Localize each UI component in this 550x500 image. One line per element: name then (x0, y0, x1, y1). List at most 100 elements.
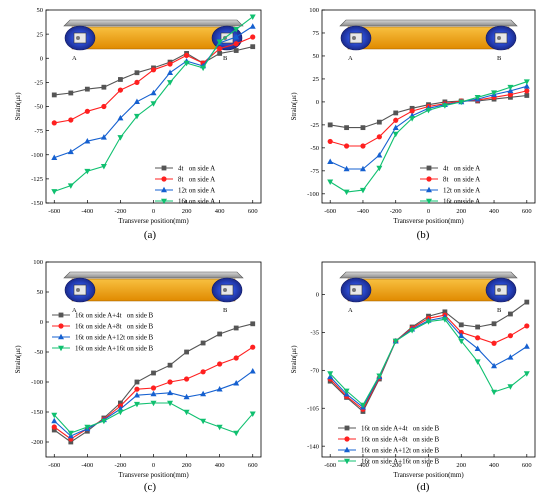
data-point (392, 338, 399, 345)
data-point (134, 386, 140, 392)
data-point (233, 48, 239, 53)
data-point (458, 322, 464, 328)
chart-panel-a: A B -600 -400 -200 0 200 400 600 50 25 0 -25 -50 -75 -1… (14, 7, 262, 241)
data-point (233, 430, 240, 437)
data-point (425, 319, 432, 325)
data-point (167, 400, 174, 407)
legend-label: 16t on side A+8t on side B (361, 436, 440, 444)
x-tick-label: 600 (248, 462, 258, 469)
data-point (376, 165, 383, 172)
data-point (441, 103, 448, 109)
data-point (51, 189, 58, 195)
data-point (507, 384, 514, 390)
data-point (475, 335, 481, 341)
data-point (150, 385, 157, 391)
data-point (491, 362, 498, 369)
x-tick-label: -200 (390, 208, 402, 215)
data-point (508, 311, 513, 317)
x-tick-label: 400 (489, 462, 499, 469)
data-point (134, 379, 140, 385)
series-3 (51, 400, 256, 437)
data-point (458, 332, 465, 338)
series-1 (51, 34, 256, 126)
y-tick-label: -125 (31, 176, 43, 183)
y-axis-label: Strain(με) (14, 92, 22, 121)
data-point (117, 87, 124, 93)
side-a-label: A (72, 307, 77, 314)
y-tick-label: 25 (313, 76, 320, 83)
data-point (360, 143, 366, 149)
data-point (409, 327, 416, 334)
panel-caption: (d) (417, 481, 430, 493)
side-a-label: A (348, 307, 353, 314)
x-tick-label: -200 (114, 462, 126, 469)
series-1 (327, 88, 530, 149)
data-point (392, 131, 399, 138)
x-tick-label: 600 (522, 462, 532, 469)
data-point (167, 362, 173, 368)
data-point (101, 103, 107, 110)
x-tick-label: 400 (489, 208, 499, 215)
x-tick-label: -200 (114, 208, 126, 215)
legend-entry: 12t on side A (420, 187, 480, 195)
data-point (51, 417, 58, 424)
data-point (217, 331, 223, 337)
y-axis-label: Strain(με) (290, 92, 298, 121)
legend-marker (426, 198, 432, 205)
y-tick-label: -100 (307, 191, 319, 198)
data-point (442, 309, 448, 315)
data-point (327, 179, 334, 186)
data-point (51, 427, 57, 433)
data-point (376, 134, 382, 140)
legend-label: 4t on side A (178, 165, 215, 173)
series-line (329, 318, 528, 406)
legend-label: 4t on side A (443, 165, 480, 173)
data-point (327, 158, 334, 164)
series-line (53, 323, 253, 443)
legend-marker (58, 333, 64, 340)
legend-marker (426, 165, 432, 171)
data-point (118, 400, 123, 406)
data-point (250, 44, 256, 50)
y-tick-label: 0 (40, 55, 43, 62)
data-point (359, 187, 366, 194)
data-point (183, 376, 190, 382)
data-point (474, 345, 481, 351)
legend-marker (58, 345, 64, 352)
data-point (409, 105, 415, 111)
legend-label: 12t on side A (443, 187, 480, 195)
data-point (343, 165, 350, 172)
data-point (523, 79, 530, 85)
data-point (84, 168, 91, 175)
y-tick-label: 75 (313, 30, 320, 37)
data-point (200, 340, 206, 346)
data-point (200, 418, 207, 425)
data-point (249, 23, 256, 29)
x-tick-label: 600 (248, 208, 258, 215)
y-tick-label: 0 (316, 292, 319, 299)
data-point (100, 418, 107, 425)
x-tick-label: -600 (324, 462, 336, 469)
data-point (150, 400, 157, 407)
data-point (150, 89, 157, 96)
series-3 (51, 14, 256, 195)
y-tick-label: 0 (316, 99, 319, 106)
data-point (67, 430, 74, 437)
data-point (458, 338, 465, 345)
series-line (329, 316, 528, 409)
x-tick-label: 0 (152, 462, 155, 469)
legend-marker (344, 446, 350, 453)
data-point (523, 371, 530, 377)
y-tick-label: 0 (40, 319, 43, 326)
data-point (409, 108, 415, 114)
x-axis-label: Transverse position(mm) (118, 217, 189, 225)
y-tick-label: 25 (37, 31, 44, 38)
data-point (523, 343, 530, 349)
data-point (250, 344, 256, 350)
data-point (117, 114, 124, 121)
y-tick-label: -25 (34, 80, 43, 87)
y-tick-label: -150 (31, 200, 43, 207)
legend-label: 16t on side A+12t on side B (75, 334, 154, 342)
x-tick-label: 600 (522, 208, 532, 215)
